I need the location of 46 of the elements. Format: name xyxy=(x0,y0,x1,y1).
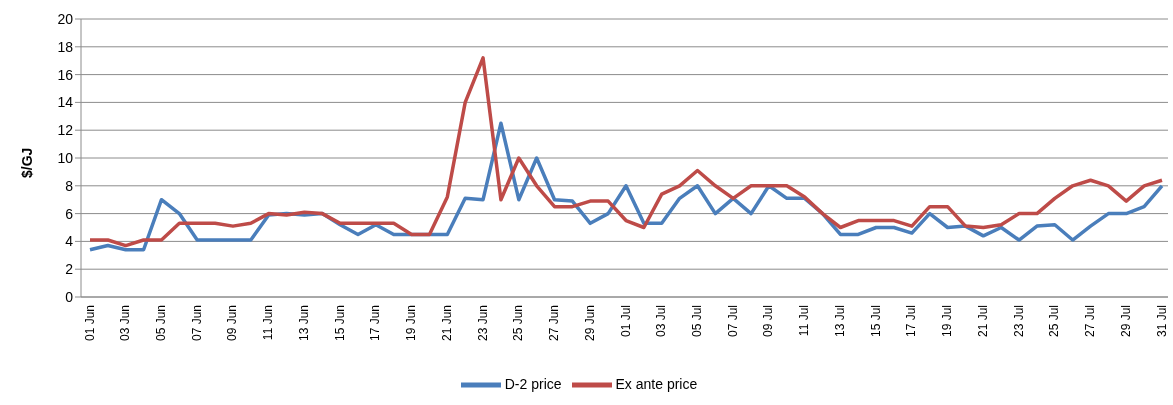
x-tick-label: 19 Jun xyxy=(404,305,419,342)
x-tick-label: 15 Jul xyxy=(868,305,883,338)
x-tick-label: 13 Jun xyxy=(296,305,311,342)
x-tick-label: 05 Jun xyxy=(153,305,168,342)
line-series xyxy=(88,56,1164,248)
x-tick-label: 11 Jul xyxy=(797,305,812,337)
x-tick-label: 03 Jul xyxy=(654,305,669,338)
y-axis-title: $/GJ xyxy=(18,147,35,178)
x-tick-label: 07 Jun xyxy=(189,305,204,342)
y-tick-label: 10 xyxy=(57,149,74,166)
x-tick-label: 17 Jul xyxy=(904,305,919,338)
x-tick-label: 31 Jul xyxy=(1154,305,1169,338)
x-tick-label: 23 Jun xyxy=(475,305,490,342)
y-tick-label: 12 xyxy=(57,122,74,139)
x-tick-label: 19 Jul xyxy=(940,305,955,338)
x-tick-label: 11 Jun xyxy=(261,305,276,341)
x-tick-label: 01 Jul xyxy=(618,305,633,338)
y-tick-label: 8 xyxy=(65,177,74,194)
x-tick-label: 09 Jun xyxy=(225,305,240,342)
x-tick-label: 03 Jun xyxy=(118,305,133,342)
x-tick-label: 21 Jun xyxy=(439,305,454,342)
x-tick-label: 25 Jun xyxy=(511,305,526,342)
x-tick-label: 17 Jun xyxy=(368,305,383,342)
y-tick-label: 20 xyxy=(57,10,74,27)
x-tick-label: 07 Jul xyxy=(725,305,740,338)
legend-label: Ex ante price xyxy=(615,375,698,392)
y-tick-label: 0 xyxy=(65,288,74,305)
y-tick-label: 6 xyxy=(65,205,74,222)
x-tick-label: 27 Jul xyxy=(1083,305,1098,338)
x-tick-label: 09 Jul xyxy=(761,305,776,338)
y-tick-label: 18 xyxy=(57,38,74,55)
x-tick-label: 25 Jul xyxy=(1047,305,1062,338)
y-tick-label: 16 xyxy=(57,66,74,83)
x-tick-label: 29 Jul xyxy=(1118,305,1133,338)
y-tick-label: 4 xyxy=(65,233,74,250)
x-tick-label: 13 Jul xyxy=(832,305,847,338)
legend-label: D-2 price xyxy=(504,375,562,392)
y-tick-label: 14 xyxy=(57,94,74,111)
x-tick-label: 01 Jun xyxy=(82,305,97,342)
x-tick-label: 15 Jun xyxy=(332,305,347,342)
y-tick-label: 2 xyxy=(65,261,74,278)
x-tick-label: 29 Jun xyxy=(582,305,597,342)
x-tick-label: 05 Jul xyxy=(689,305,704,338)
x-tick-label: 27 Jun xyxy=(547,305,562,342)
x-tick-label: 21 Jul xyxy=(975,305,990,338)
x-tick-label: 23 Jul xyxy=(1011,305,1026,338)
